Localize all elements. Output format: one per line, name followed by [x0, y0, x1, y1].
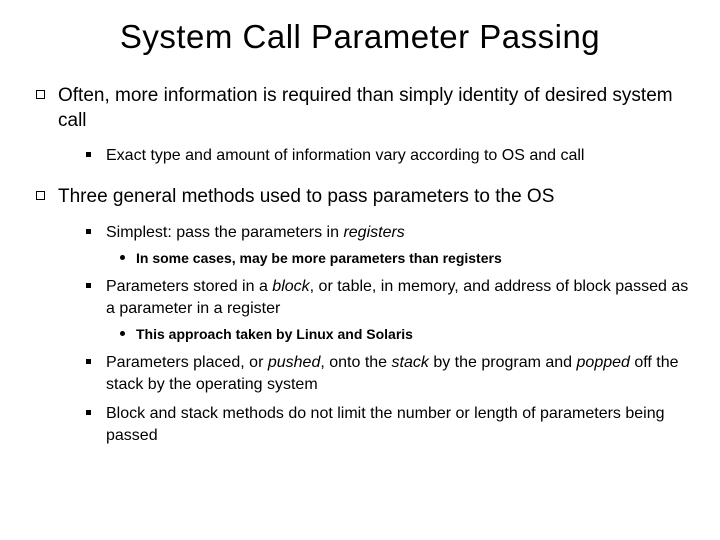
bullet-1: Often, more information is required than…: [58, 84, 690, 167]
b23-em1: pushed: [268, 354, 321, 371]
bullet-2-2: Parameters stored in a block, or table, …: [106, 276, 690, 344]
bullet-2-1: Simplest: pass the parameters in registe…: [106, 222, 690, 268]
bullet-2: Three general methods used to pass param…: [58, 185, 690, 447]
bullet-2-sublist: Simplest: pass the parameters in registe…: [58, 222, 690, 447]
b23-p2: , onto the: [320, 354, 391, 371]
b22-p1: Parameters stored in a: [106, 278, 272, 295]
b23-em3: popped: [577, 354, 630, 371]
b23-p3: by the program and: [429, 354, 577, 371]
slide: System Call Parameter Passing Often, mor…: [0, 0, 720, 540]
bullet-2-2-note1: This approach taken by Linux and Solaris: [136, 325, 690, 344]
slide-title: System Call Parameter Passing: [30, 18, 690, 56]
b23-p1: Parameters placed, or: [106, 354, 268, 371]
bullet-2-1-pre: Simplest: pass the parameters in: [106, 224, 343, 241]
bullet-2-1-note1: In some cases, may be more parameters th…: [136, 249, 690, 268]
bullet-1-1: Exact type and amount of information var…: [106, 145, 690, 167]
bullet-2-text: Three general methods used to pass param…: [58, 186, 554, 207]
bullet-2-4: Block and stack methods do not limit the…: [106, 403, 690, 446]
bullet-2-1-notes: In some cases, may be more parameters th…: [106, 249, 690, 268]
b23-em2: stack: [392, 354, 429, 371]
b22-em1: block: [272, 278, 309, 295]
bullet-2-1-em: registers: [343, 224, 404, 241]
bullet-2-2-notes: This approach taken by Linux and Solaris: [106, 325, 690, 344]
bullet-list: Often, more information is required than…: [30, 84, 690, 447]
bullet-1-text: Often, more information is required than…: [58, 85, 673, 131]
bullet-2-3: Parameters placed, or pushed, onto the s…: [106, 352, 690, 395]
bullet-1-sublist: Exact type and amount of information var…: [58, 145, 690, 167]
